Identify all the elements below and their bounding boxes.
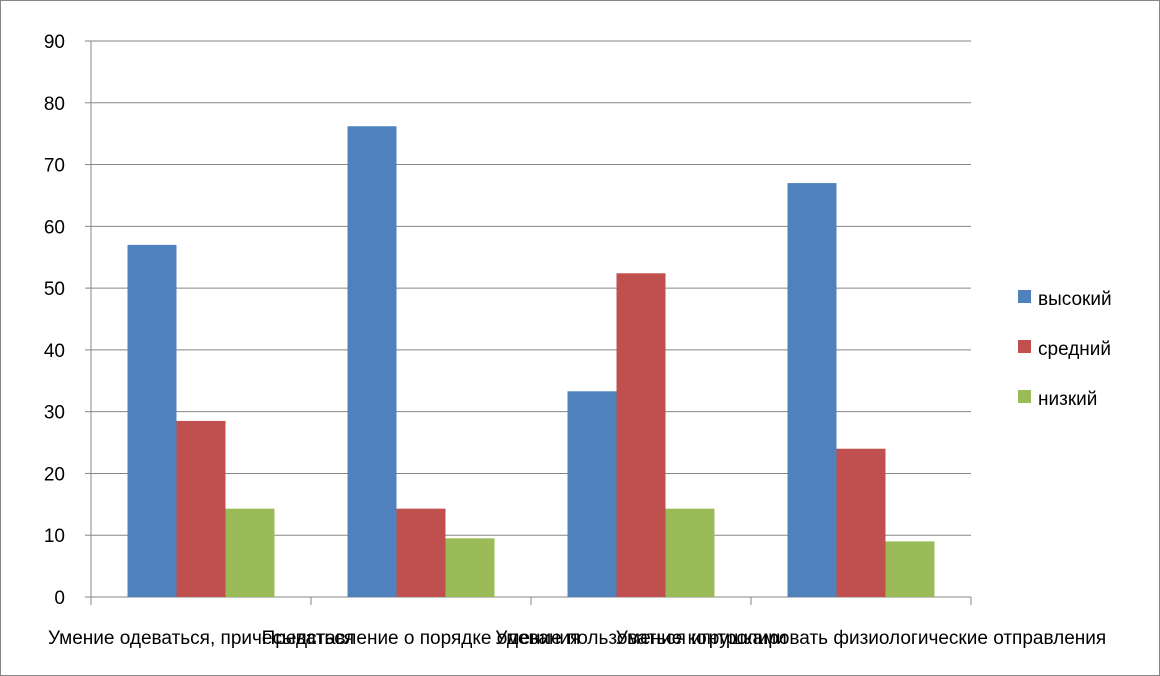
bar-средний-3 (616, 273, 666, 597)
category-label-4: Умение контролировать физиологические от… (616, 628, 1106, 649)
bar-средний-2 (396, 508, 446, 597)
bar-низкий-1 (225, 508, 275, 597)
y-tick-label: 30 (44, 403, 65, 424)
y-tick-label: 0 (54, 588, 65, 609)
legend-swatch-высокий (1018, 290, 1031, 303)
legend-label-низкий: низкий (1038, 389, 1097, 410)
y-tick-label: 10 (44, 526, 65, 547)
bar-низкий-2 (445, 538, 495, 597)
bar-низкий-4 (885, 541, 935, 597)
legend-swatch-низкий (1018, 390, 1031, 403)
bar-высокий-1 (127, 244, 177, 597)
bar-средний-1 (176, 420, 226, 597)
category-label-2: Представление о порядке одевания (262, 628, 581, 649)
legend-label-высокий: высокий (1038, 289, 1112, 310)
y-tick-label: 70 (44, 156, 65, 177)
legend-label-средний: средний (1038, 339, 1111, 360)
y-tick-label: 60 (44, 217, 65, 238)
bar-низкий-3 (665, 508, 715, 597)
bar-высокий-3 (567, 391, 617, 597)
category-label-3: Умение пользоваться игрушками (495, 628, 787, 649)
y-tick-label: 80 (44, 94, 65, 115)
y-tick-label: 90 (44, 32, 65, 53)
bar-высокий-4 (787, 183, 837, 598)
bar-средний-4 (836, 448, 886, 597)
y-tick-label: 20 (44, 464, 65, 485)
category-label-1: Умение одеваться, причесываться (48, 628, 354, 649)
legend-swatch-средний (1018, 340, 1031, 353)
y-tick-label: 50 (44, 279, 65, 300)
bar-высокий-2 (347, 126, 397, 598)
y-tick-label: 40 (44, 341, 65, 362)
